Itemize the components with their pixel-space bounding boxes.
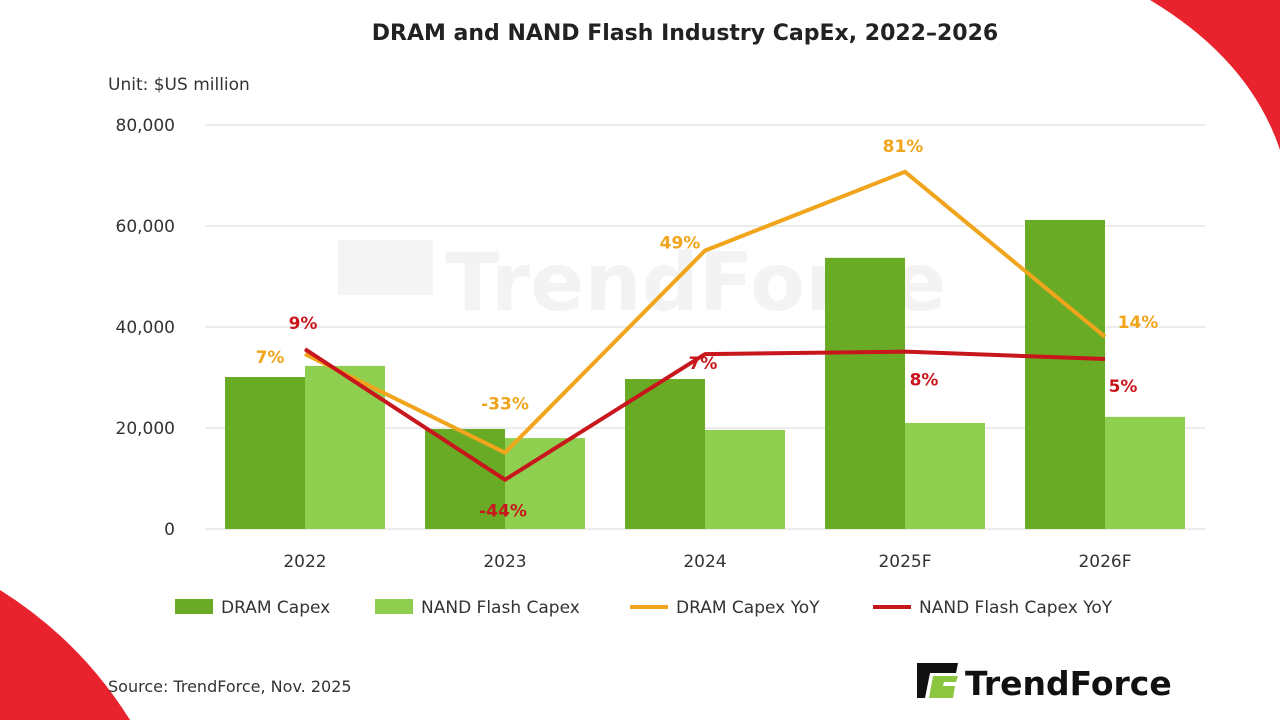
logo-text: TrendForce (965, 664, 1172, 703)
x-tick-label: 2025F (878, 552, 931, 572)
legend: DRAM Capex NAND Flash Capex DRAM Capex YoY… (175, 598, 1113, 618)
lines: 7% -33% 49% 81% 14% 9% -44% 7% 8% 5% (256, 137, 1159, 522)
y-tick-label: 80,000 (116, 116, 175, 136)
x-tick-label: 2022 (283, 552, 326, 572)
unit-label: Unit: $US million (108, 75, 250, 95)
legend-label: NAND Flash Capex YoY (919, 598, 1113, 618)
data-label: 81% (883, 137, 924, 157)
bar-nand-flash-capex (305, 365, 385, 529)
trendforce-logo: TrendForce (917, 663, 1172, 703)
bars (225, 219, 1185, 529)
legend-swatch (375, 599, 413, 614)
legend-label: DRAM Capex (221, 598, 330, 618)
line-dram-capex-yoy (304, 169, 1107, 456)
bar-nand-flash-capex (1105, 416, 1185, 529)
chart-title: DRAM and NAND Flash Industry CapEx, 2022… (372, 21, 998, 46)
y-axis-ticks: 0 20,000 40,000 60,000 80,000 (116, 116, 175, 540)
bar-dram-capex (1025, 219, 1105, 529)
data-label: -33% (481, 395, 529, 415)
data-label: 9% (289, 314, 318, 334)
corner-decoration-top-right (1150, 0, 1280, 150)
bar-dram-capex (225, 376, 305, 529)
data-label: -44% (479, 502, 527, 522)
y-tick-label: 0 (164, 520, 175, 540)
bar-dram-capex (825, 257, 905, 529)
bar-nand-flash-capex (905, 422, 985, 529)
legend-label: NAND Flash Capex (421, 598, 580, 618)
data-label: 7% (689, 354, 718, 374)
bar-nand-flash-capex (705, 430, 785, 529)
x-tick-label: 2023 (483, 552, 526, 572)
legend-label: DRAM Capex YoY (676, 598, 820, 618)
data-label: 5% (1109, 377, 1138, 397)
x-tick-label: 2024 (683, 552, 726, 572)
line-nand-flash-capex-yoy (303, 347, 1106, 483)
x-axis-ticks: 2022 2023 2024 2025F 2026F (283, 552, 1131, 572)
data-label: 7% (256, 348, 285, 368)
data-label: 14% (1118, 313, 1159, 333)
data-label: 49% (660, 234, 701, 254)
x-tick-label: 2026F (1078, 552, 1131, 572)
source-note: Source: TrendForce, Nov. 2025 (108, 677, 352, 696)
corner-decoration-bottom-left (0, 590, 130, 720)
data-label: 8% (910, 371, 939, 391)
y-tick-label: 60,000 (116, 217, 175, 237)
y-tick-label: 40,000 (116, 318, 175, 338)
y-tick-label: 20,000 (116, 419, 175, 439)
legend-swatch (175, 599, 213, 614)
bar-dram-capex (625, 379, 705, 529)
